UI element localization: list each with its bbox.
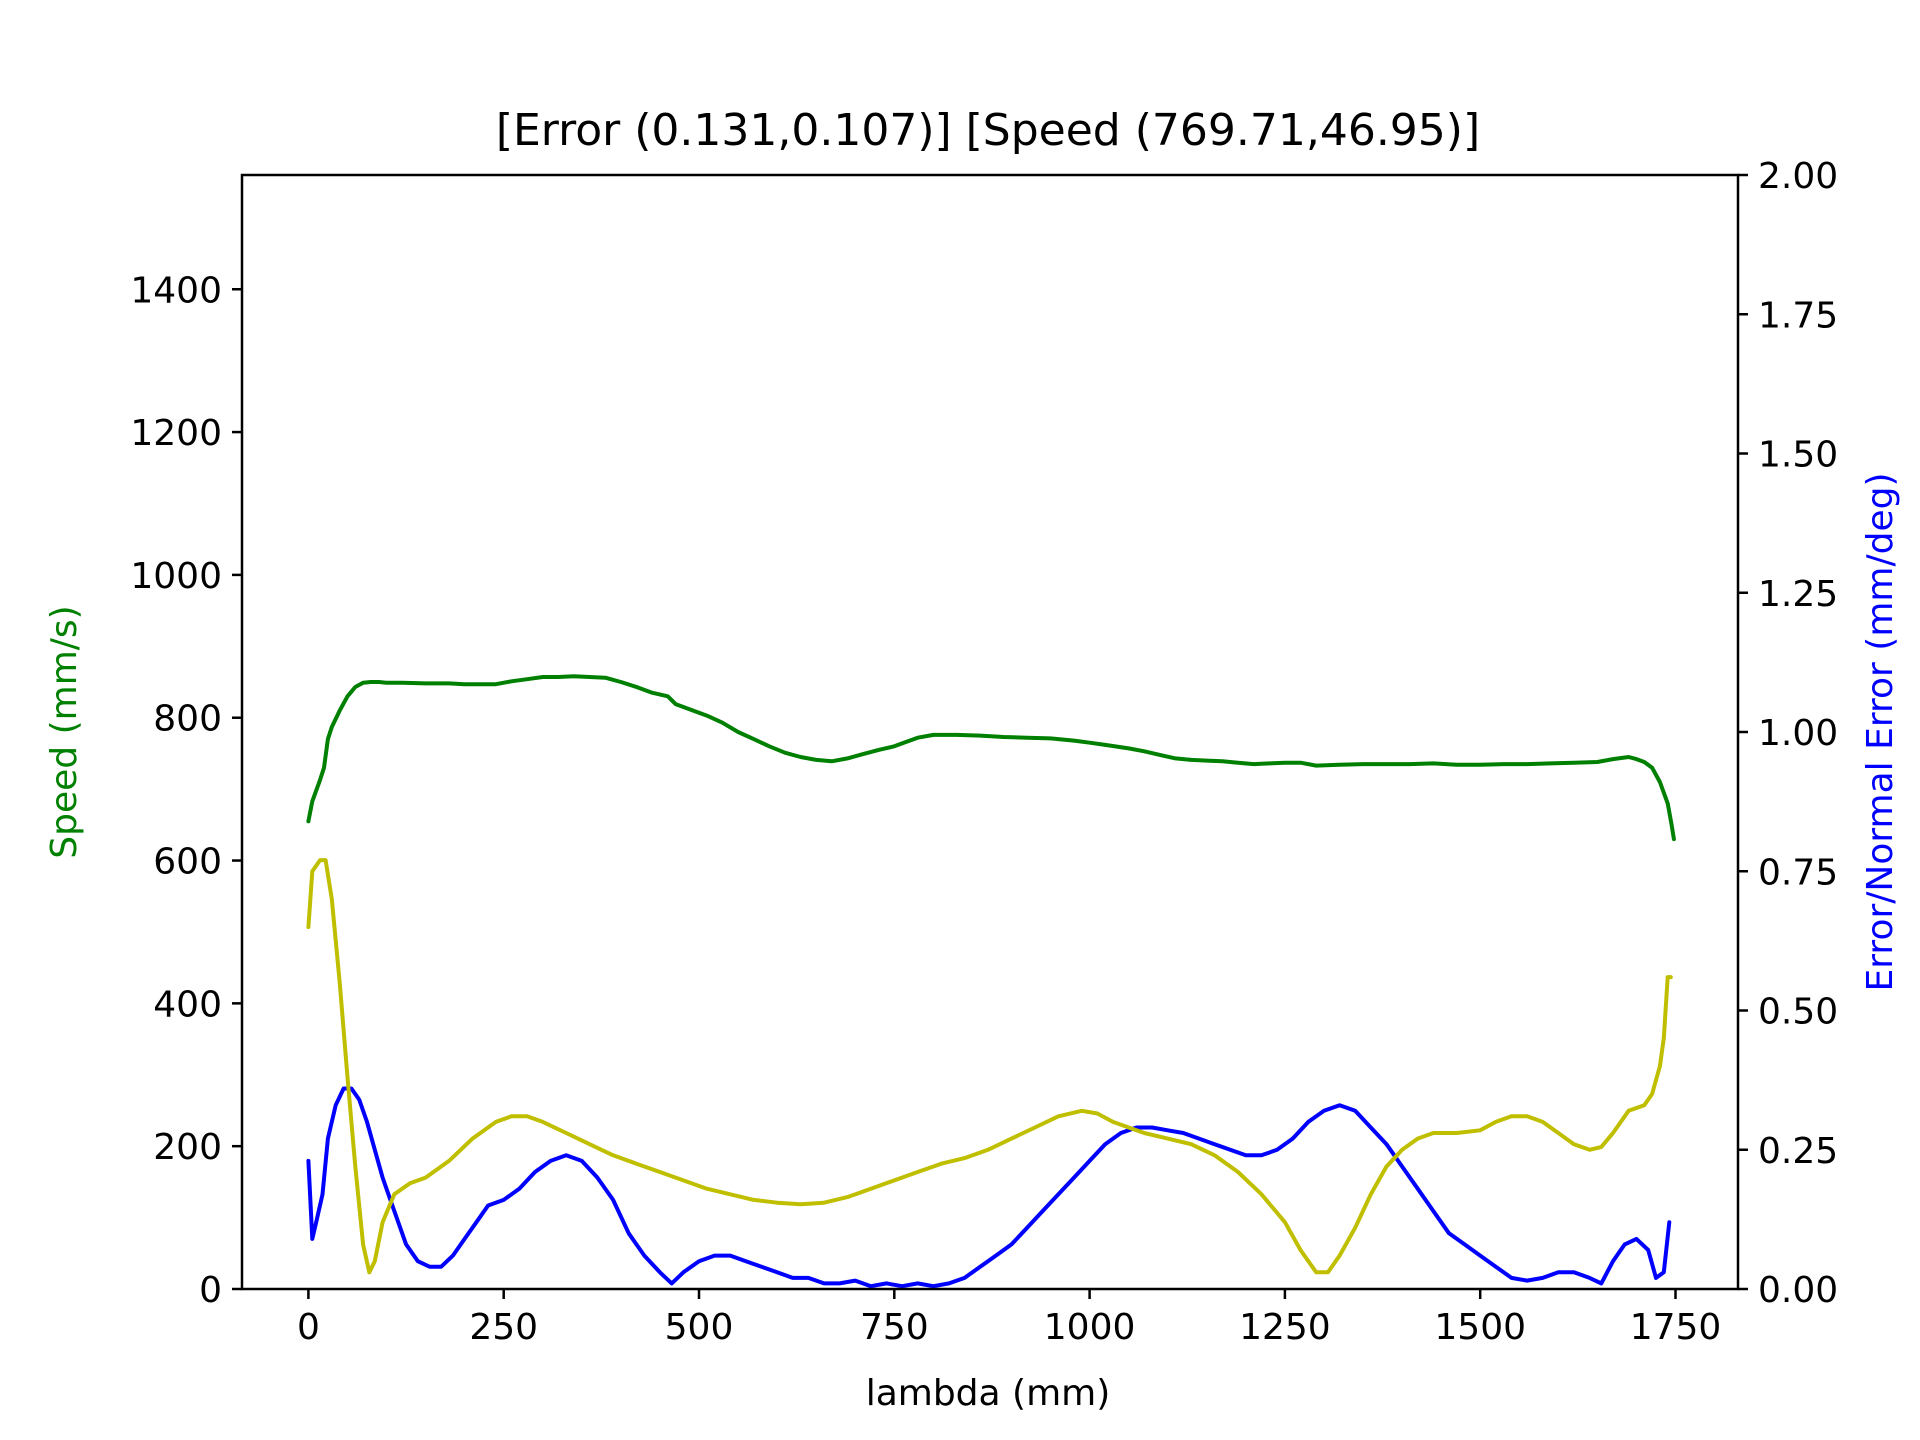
right-y-tick-label: 2.00: [1758, 156, 1838, 197]
x-tick-label: 1500: [1434, 1307, 1526, 1348]
left-y-tick-label: 800: [153, 699, 222, 740]
left-y-axis-label: Speed (mm/s): [44, 605, 85, 858]
x-tick-label: 1750: [1630, 1307, 1722, 1348]
left-y-tick-label: 1400: [130, 270, 222, 311]
error-line: [306, 1086, 1672, 1289]
x-tick-label: 1250: [1239, 1307, 1331, 1348]
right-y-tick-label: 1.00: [1758, 713, 1838, 754]
left-y-tick-label: 0: [199, 1270, 222, 1311]
left-y-tick-label: 400: [153, 984, 222, 1025]
left-y-tick-label: 1000: [130, 556, 222, 597]
right-y-tick-label: 1.50: [1758, 435, 1838, 476]
right-y-tick-label: 1.25: [1758, 574, 1838, 615]
x-axis: 0 250 500 750 1000 1250 1500 1750: [297, 1289, 1721, 1348]
x-tick-label: 0: [297, 1307, 320, 1348]
right-y-tick-label: 0.75: [1758, 852, 1838, 893]
series-layer: [306, 674, 1676, 1289]
right-y-axis-label: Error/Normal Error (mm/deg): [1860, 473, 1901, 992]
right-y-tick-label: 0.25: [1758, 1131, 1838, 1172]
x-axis-label: lambda (mm): [866, 1373, 1111, 1414]
left-y-axis: 0 200 400 600 800 1000 1200 1400: [130, 270, 242, 1311]
chart-title: [Error (0.131,0.107)] [Speed (769.71,46.…: [496, 105, 1480, 156]
normal-error-line: [306, 858, 1673, 1275]
left-y-tick-label: 200: [153, 1127, 222, 1168]
speed-line: [306, 674, 1676, 842]
x-tick-label: 750: [860, 1307, 929, 1348]
right-y-tick-label: 0.00: [1758, 1270, 1838, 1311]
left-y-tick-label: 600: [153, 842, 222, 883]
x-tick-label: 500: [665, 1307, 734, 1348]
right-y-axis: 0.00 0.25 0.50 0.75 1.00 1.25 1.50 1.75 2.00: [1738, 156, 1838, 1311]
right-y-tick-label: 0.50: [1758, 992, 1838, 1033]
x-tick-label: 250: [469, 1307, 538, 1348]
right-y-tick-label: 1.75: [1758, 295, 1838, 336]
x-tick-label: 1000: [1044, 1307, 1136, 1348]
left-y-tick-label: 1200: [130, 413, 222, 454]
